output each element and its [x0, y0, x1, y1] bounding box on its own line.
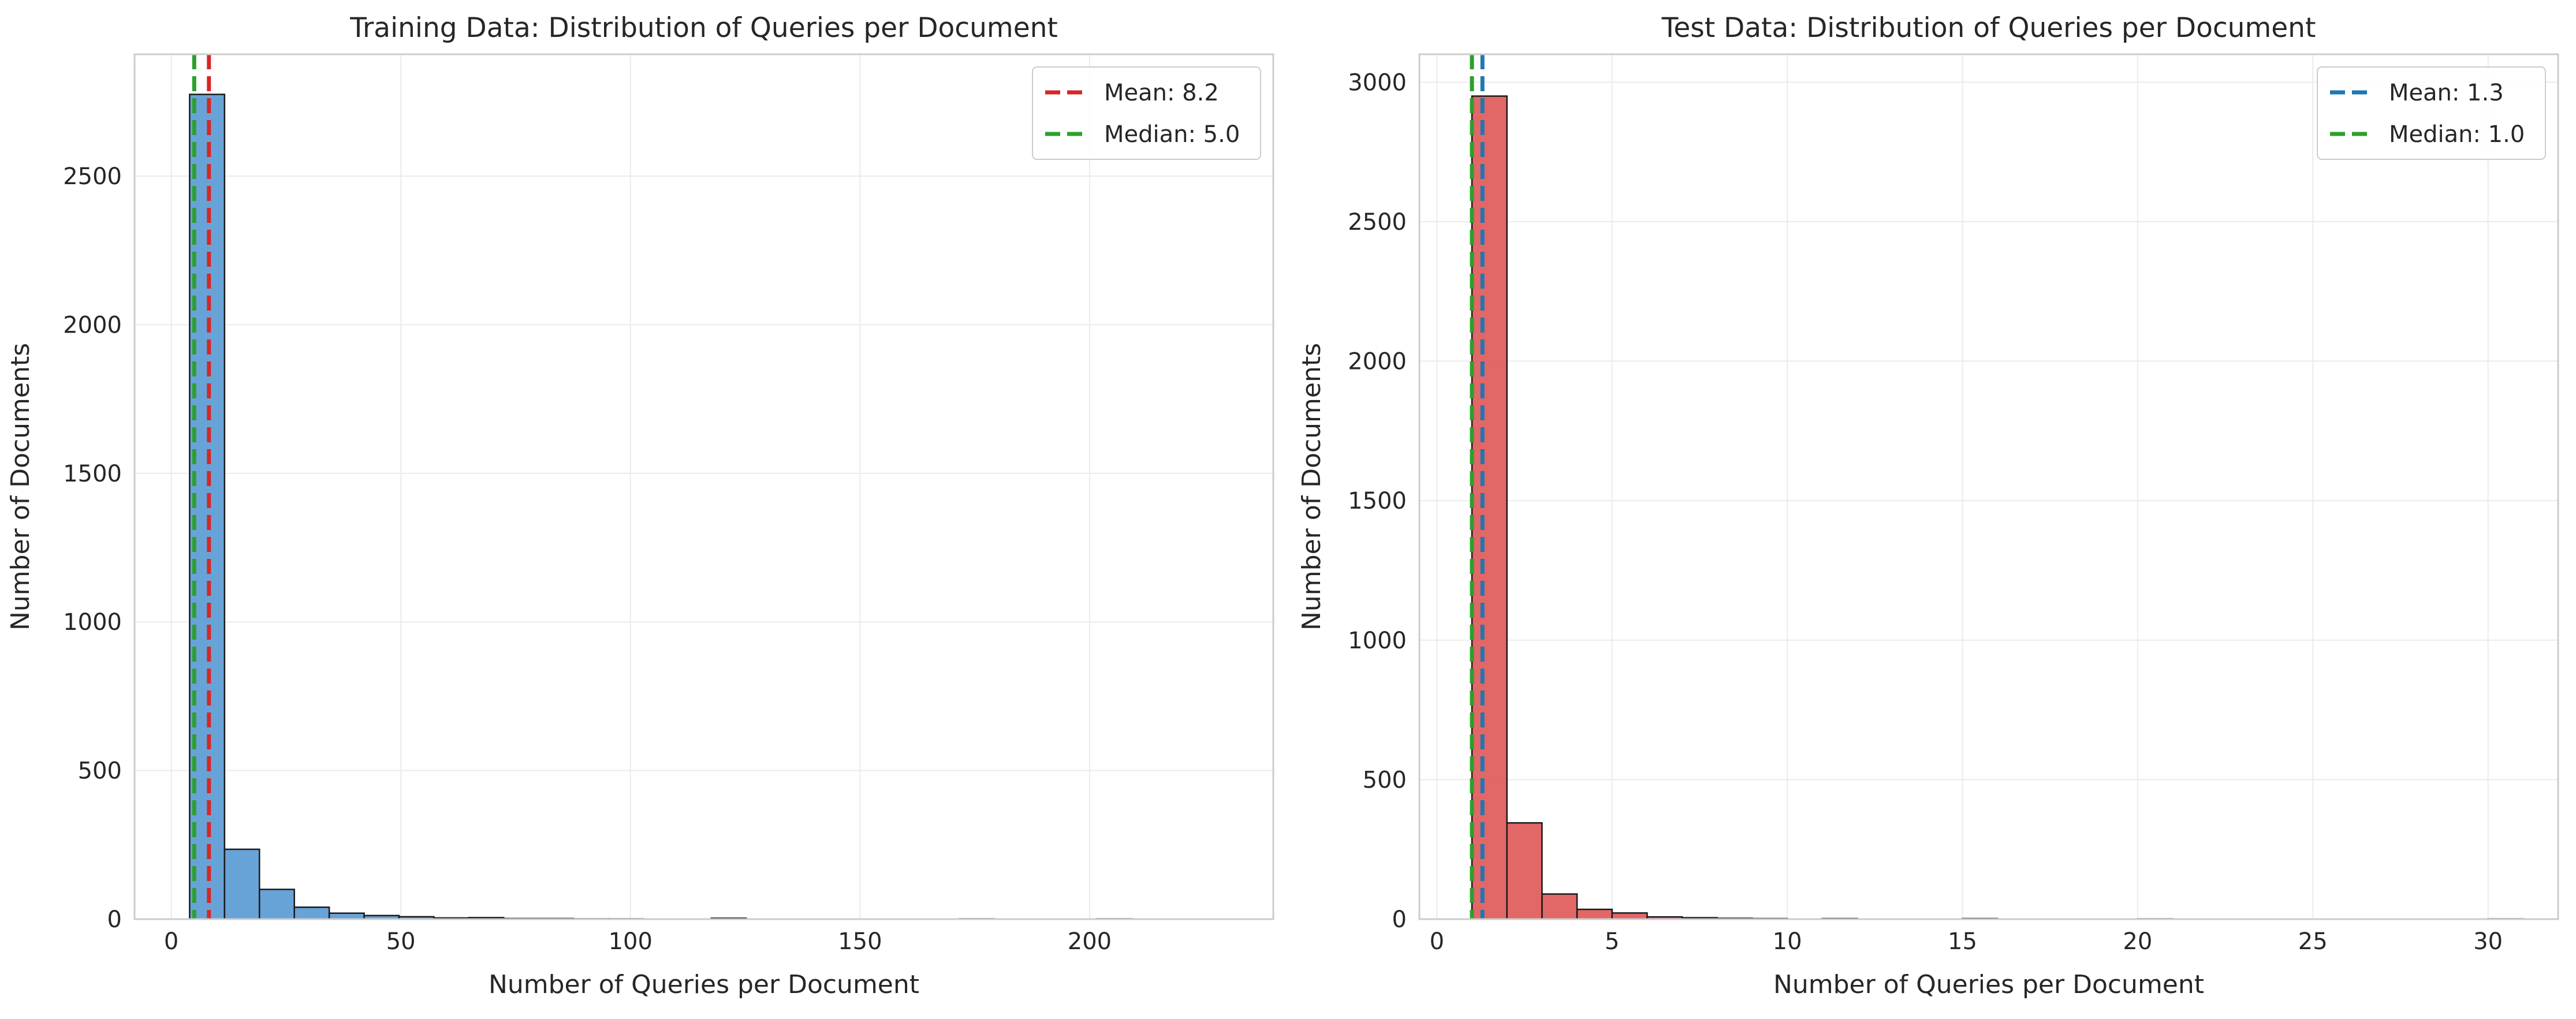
- chart-2-bar: [1576, 908, 1613, 920]
- chart-2-x-axis-label: Number of Queries per Document: [1773, 970, 2204, 999]
- chart-2-legend-box: [2317, 66, 2546, 160]
- chart-2-x-tick-label: 25: [2298, 928, 2328, 955]
- chart-2-x-tick-label: 15: [1948, 928, 1977, 955]
- chart-1-x-tick-label: 0: [164, 928, 178, 955]
- chart-2-y-tick-label: 2000: [1348, 349, 1407, 375]
- chart-2-x-tick-label: 10: [1773, 928, 1802, 955]
- chart-1-legend-box: [1032, 66, 1261, 160]
- chart-1-y-tick-label: 500: [78, 758, 122, 785]
- chart-1-y-tick-label: 0: [107, 906, 122, 933]
- chart-2-title: Test Data: Distribution of Queries per D…: [1661, 12, 2316, 44]
- chart-2-panel: 0 5 10 15 20 25 30 0 500 1000 1500 2000 2500 3000 Test…: [1297, 12, 2559, 999]
- chart-1-legend: Mean: 8.2 Median: 5.0: [1032, 66, 1261, 160]
- chart-2-bar: [1471, 95, 1508, 920]
- chart-2-y-axis-label: Number of Documents: [1297, 343, 1326, 630]
- chart-2-axes-frame: [1418, 53, 2559, 920]
- chart-1-legend-entry: Median: 5.0: [1104, 121, 1240, 148]
- chart-2-x-tick-label: 0: [1430, 928, 1444, 955]
- chart-2-y-tick-label: 3000: [1348, 69, 1407, 96]
- chart-2-bar: [1611, 912, 1648, 920]
- chart-2-bar: [1506, 822, 1543, 920]
- chart-1-y-tick-label: 2000: [63, 312, 122, 338]
- chart-2-y-tick-label: 500: [1363, 767, 1407, 793]
- chart-2-y-tick-label: 2500: [1348, 209, 1407, 236]
- chart-1-x-tick-label: 50: [386, 928, 416, 955]
- chart-2-bar: [1541, 893, 1578, 920]
- chart-1-panel: 0 50 100 150 20005001000150020002500Training…: [6, 12, 1274, 999]
- chart-1-y-tick-label: 1000: [63, 609, 122, 636]
- chart-1-title: Training Data: Distribution of Queries p…: [349, 12, 1058, 44]
- chart-2-x-tick-label: 20: [2123, 928, 2152, 955]
- chart-1-bar: [223, 848, 260, 920]
- chart-2-y-tick-label: 1000: [1348, 628, 1407, 654]
- chart-2-y-tick-label: 0: [1392, 906, 1407, 933]
- chart-1-plot-area: [135, 54, 1273, 919]
- chart-1-legend-entry: Mean: 8.2: [1104, 80, 1219, 106]
- chart-1-bar: [259, 889, 295, 920]
- chart-1-x-tick-label: 200: [1068, 928, 1112, 955]
- chart-1-axes-frame: [133, 53, 1274, 920]
- chart-1-bar: [328, 912, 365, 920]
- chart-1-y-tick-label: 2500: [63, 163, 122, 190]
- chart-2-legend-entry: Median: 1.0: [2389, 121, 2525, 148]
- chart-1-x-axis-label: Number of Queries per Document: [489, 970, 919, 999]
- chart-1-y-axis-label: Number of Documents: [6, 343, 35, 630]
- chart-1-bar: [293, 906, 330, 920]
- chart-2-plot-area: [1419, 54, 2558, 919]
- chart-1-x-tick-label: 100: [609, 928, 653, 955]
- chart-2-legend: Mean: 1.3 Median: 1.0: [2317, 66, 2546, 160]
- chart-2-y-tick-label: 1500: [1348, 488, 1407, 514]
- chart-1-y-tick-label: 1500: [63, 461, 122, 487]
- chart-1-x-tick-label: 150: [838, 928, 882, 955]
- chart-2-x-tick-label: 30: [2473, 928, 2503, 955]
- chart-2-x-tick-label: 5: [1605, 928, 1619, 955]
- chart-2-legend-entry: Mean: 1.3: [2389, 80, 2504, 106]
